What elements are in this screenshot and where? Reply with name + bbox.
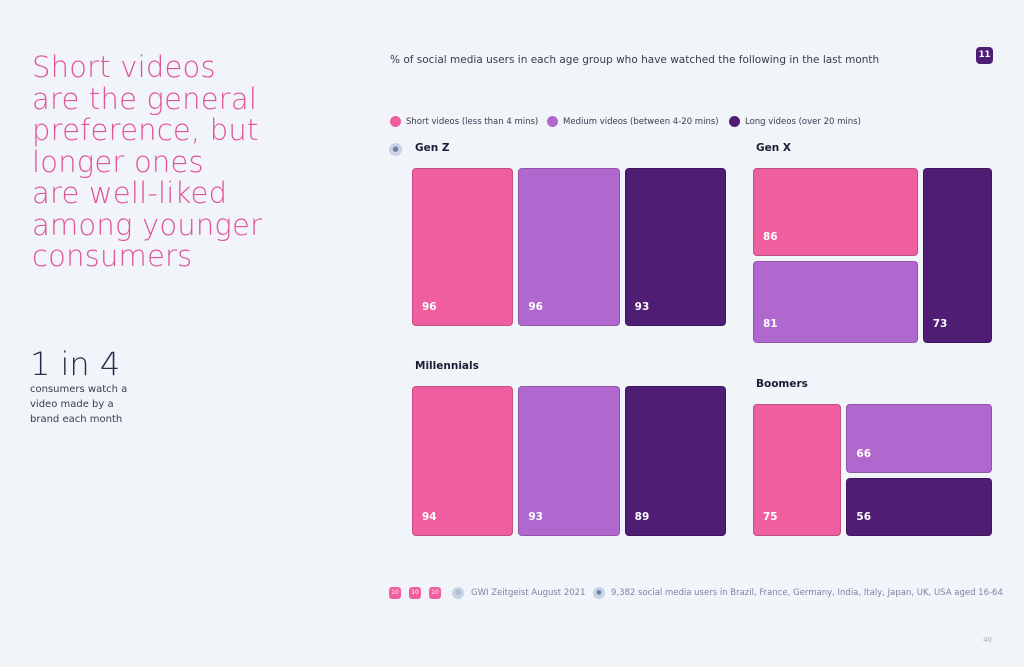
tile-medium: 93 [518, 386, 620, 536]
data-label: 89 [634, 511, 650, 523]
group-title: Boomers [756, 378, 808, 390]
tile-short: 86 [753, 168, 918, 256]
data-label: 94 [422, 511, 437, 523]
tile-medium: 66 [846, 404, 992, 473]
data-label: 66 [856, 447, 872, 460]
page-number: 40 [983, 636, 992, 644]
data-label: 93 [634, 301, 650, 313]
tile-long: 73 [922, 168, 992, 343]
footer-badge: 10 [429, 587, 441, 599]
headline-line: Short videos [32, 50, 216, 84]
globe-icon: ● [389, 143, 402, 156]
chart-title: % of social media users in each age grou… [390, 54, 880, 66]
legend-item-long: Long videos (over 20 mins) [729, 116, 861, 127]
tile-long: 89 [624, 386, 726, 536]
legend-dot-long [729, 116, 740, 127]
page-badge: 11 [976, 47, 993, 64]
headline-line: are the general [32, 81, 258, 116]
footer-sample: 9,382 social media users in Brazil, Fran… [611, 588, 1003, 598]
headline-line: are well-liked [32, 176, 228, 210]
group-title: Millennials [415, 360, 479, 372]
legend-label-medium: Medium videos (between 4-20 mins) [563, 116, 719, 127]
data-label: 96 [528, 301, 543, 313]
legend-item-short: Short videos (less than 4 mins) [390, 116, 538, 127]
stat-caption: consumers watch a video made by a brand … [30, 384, 128, 425]
legend-label-long: Long videos (over 20 mins) [745, 116, 861, 127]
data-label: 86 [763, 230, 778, 243]
data-label: 96 [422, 301, 437, 313]
legend-dot-medium [547, 116, 558, 127]
headline-line: preference, but [32, 113, 259, 147]
clock-icon: ◷ [452, 587, 464, 599]
tile-short: 96 [412, 168, 514, 326]
tile-medium: 81 [753, 260, 918, 343]
legend-label-short: Short videos (less than 4 mins) [406, 116, 539, 127]
data-label: 73 [932, 318, 948, 330]
data-label: 75 [763, 511, 778, 523]
tile-long: 56 [846, 477, 992, 536]
data-label: 81 [763, 317, 778, 330]
tile-medium: 96 [518, 168, 620, 326]
headline-line: among younger [32, 207, 263, 242]
footer-badge: 10 [409, 587, 421, 599]
tile-long: 93 [624, 168, 726, 326]
stat-headline: 1 in 4 [30, 345, 121, 383]
tile-short: 94 [412, 386, 514, 536]
data-label: 93 [528, 511, 543, 523]
footer-badge: 10 [389, 587, 401, 599]
group-title: Gen Z [415, 142, 450, 154]
tile-short: 75 [753, 404, 842, 536]
footer-source: GWI Zeitgeist August 2021 [471, 588, 586, 598]
people-icon: ● [593, 587, 605, 599]
legend-dot-short [390, 116, 401, 127]
headline: Short videos are the general preference,… [32, 50, 292, 273]
headline-line: longer ones [32, 144, 204, 179]
data-label: 56 [856, 510, 872, 523]
legend-item-medium: Medium videos (between 4-20 mins) [547, 116, 719, 127]
headline-line: consumers [32, 239, 193, 273]
group-title: Gen X [756, 142, 791, 154]
